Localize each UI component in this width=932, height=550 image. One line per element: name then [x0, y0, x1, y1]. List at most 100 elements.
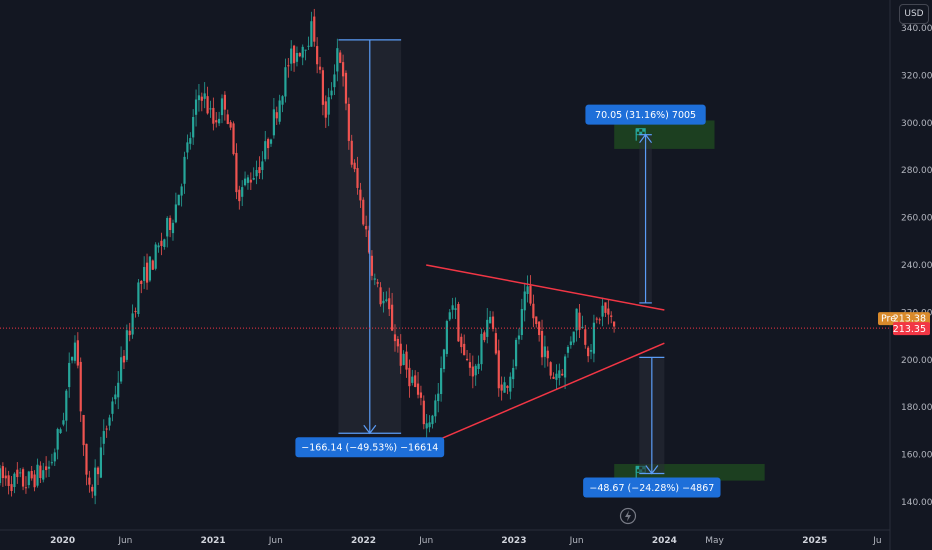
time-axis[interactable]: 2020 Jun 2021 Jun 2022 Jun 2023 Jun 2024 May 2025 J…	[50, 536, 881, 546]
candle-body	[68, 362, 71, 388]
candle-body	[563, 356, 567, 378]
candle-body	[117, 382, 120, 398]
candle-body	[65, 390, 68, 421]
candle-body	[56, 429, 59, 450]
candle-body	[275, 112, 278, 119]
candle-body	[82, 414, 85, 446]
last-price-tag: 213.35	[893, 322, 930, 336]
candle-body	[509, 376, 512, 392]
drop-label: −166.14 (−49.53%) −16614	[295, 437, 445, 458]
downside-label: −48.67 (−24.28%) −4867	[583, 477, 721, 498]
candle-body	[416, 383, 420, 395]
candle-body	[344, 72, 348, 104]
candle-body	[607, 308, 610, 315]
candle-body	[316, 46, 319, 65]
candle-body	[206, 96, 209, 114]
candle-body	[422, 400, 425, 425]
candle-body	[581, 326, 584, 329]
candle-body	[532, 303, 535, 319]
trendlines[interactable]	[425, 264, 665, 446]
candle-body	[151, 260, 154, 270]
candle-body	[79, 361, 82, 412]
candle-body	[122, 355, 126, 363]
candle-body	[425, 423, 428, 429]
finish-flag-icon	[635, 128, 646, 141]
drop-label-bg	[295, 437, 445, 458]
candle-body	[0, 468, 2, 483]
candle-body	[33, 474, 36, 488]
candle-body	[287, 65, 290, 67]
price-axis[interactable]: 140.00160.00180.00200.00220.00240.00260.…	[901, 24, 932, 508]
candle-body	[373, 278, 376, 280]
candle-body	[589, 350, 593, 352]
candle-body	[186, 142, 189, 153]
candle-body	[555, 373, 558, 380]
trendline-lower[interactable]	[425, 342, 665, 446]
candle-body	[301, 46, 304, 58]
candle-body	[578, 312, 581, 330]
candle-body	[160, 240, 163, 246]
candle-body	[47, 466, 51, 469]
candle-body	[411, 376, 414, 383]
candle-body	[238, 189, 241, 202]
candle-body	[4, 475, 7, 479]
candle-body	[235, 152, 238, 193]
candle-body	[36, 464, 39, 486]
candle-body	[223, 94, 226, 110]
candle-body	[59, 429, 62, 434]
flag-check	[636, 466, 640, 470]
upper-target-zone	[614, 120, 715, 149]
candle-body	[353, 162, 356, 170]
candle-body	[258, 167, 261, 174]
candle-body	[388, 298, 391, 310]
candle-body	[333, 74, 336, 88]
candle-body	[192, 116, 195, 138]
candle-body	[350, 140, 353, 165]
candle-body	[517, 335, 521, 340]
time-tick-label: 2021	[201, 536, 226, 546]
candle-body	[385, 299, 388, 301]
candle-body	[552, 376, 555, 379]
candle-body	[42, 470, 45, 480]
candle-body	[454, 308, 457, 310]
candle-body	[212, 107, 215, 124]
candle-body	[494, 333, 497, 354]
lightning-icon[interactable]	[619, 507, 637, 525]
candle-body	[24, 487, 28, 489]
pre-market-price: 213.38	[893, 314, 926, 325]
downside-arrow-head	[645, 465, 659, 475]
candle-body	[402, 353, 405, 366]
candle-body	[177, 194, 180, 206]
candle-body	[218, 118, 221, 124]
candle-body	[154, 244, 157, 269]
candle-body	[448, 312, 451, 320]
candle-body	[529, 285, 532, 304]
candle-body	[523, 291, 526, 311]
candle-body	[243, 178, 247, 186]
candle-body	[105, 428, 108, 430]
candle-body	[157, 245, 160, 248]
trendline-upper[interactable]	[426, 264, 665, 311]
candle-body	[298, 53, 301, 57]
candle-body	[45, 466, 48, 471]
candle-body	[365, 226, 368, 230]
price-tick-label: 340.00	[901, 24, 932, 34]
candle-body	[535, 316, 538, 325]
candle-body	[598, 319, 601, 321]
candle-body	[50, 462, 53, 464]
candle-body	[480, 333, 483, 365]
candle-body	[272, 109, 275, 136]
currency-button[interactable]: USD	[899, 4, 929, 24]
candle-body	[370, 255, 374, 276]
candle-body	[241, 187, 244, 197]
candle-body	[503, 382, 506, 393]
candle-body	[500, 384, 503, 391]
candle-body	[163, 239, 166, 247]
candle-body	[310, 21, 313, 47]
last-price-tag-bg	[893, 322, 930, 336]
candle-body	[379, 287, 382, 305]
candle-body	[538, 321, 541, 336]
candle-body	[431, 415, 434, 425]
